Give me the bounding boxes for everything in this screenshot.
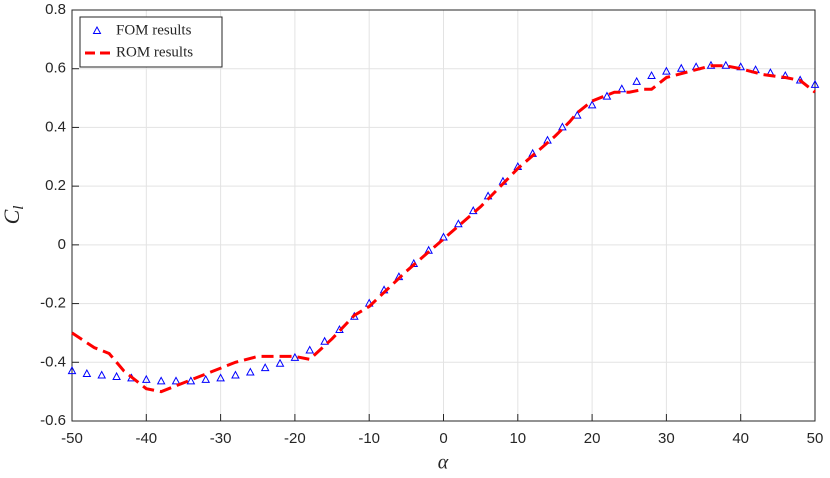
x-tick-label: -50	[61, 430, 83, 447]
y-tick-label: -0.4	[40, 353, 66, 370]
y-axis-label: Cl	[0, 206, 27, 225]
marker	[231, 370, 240, 379]
marker	[305, 345, 315, 354]
y-axis-label-main: C	[0, 209, 24, 224]
y-tick-label: 0.4	[45, 118, 66, 135]
x-tick-label: 50	[807, 430, 824, 447]
x-tick-label: -10	[358, 430, 380, 447]
line	[71, 64, 816, 394]
marker	[572, 110, 582, 119]
x-tick-label: 0	[439, 430, 447, 447]
legend-label: ROM results	[116, 44, 193, 60]
x-tick-label: -20	[284, 430, 306, 447]
plot-frame	[71, 9, 816, 422]
y-tick-label: 0.6	[45, 60, 66, 77]
marker	[587, 100, 597, 109]
marker	[141, 374, 151, 383]
x-tick-label: 10	[509, 430, 526, 447]
marker	[602, 91, 612, 100]
marker	[795, 75, 805, 84]
marker	[112, 371, 121, 380]
marker	[617, 84, 627, 93]
x-tick-label: -30	[210, 430, 232, 447]
marker	[439, 232, 448, 241]
x-tick-label: 20	[584, 430, 601, 447]
y-tick-label: -0.2	[40, 295, 66, 312]
marker	[201, 374, 211, 383]
marker	[171, 376, 181, 385]
y-axis-label-sub: l	[11, 206, 27, 210]
x-axis-label: α	[438, 452, 449, 473]
legend-label: FOM results	[116, 22, 192, 38]
marker	[67, 366, 77, 375]
marker	[320, 336, 329, 345]
x-tick-label: 40	[732, 430, 749, 447]
marker	[156, 376, 166, 385]
marker	[647, 70, 656, 80]
x-tick-label: -40	[135, 430, 157, 447]
marker	[454, 219, 463, 228]
marker	[260, 363, 270, 372]
marker	[810, 79, 820, 88]
marker	[186, 376, 196, 385]
y-tick-label: -0.6	[40, 412, 66, 429]
marker	[290, 352, 300, 361]
marker	[632, 76, 642, 85]
marker	[216, 373, 225, 382]
y-tick-label: 0	[58, 236, 66, 253]
x-tick-label: 30	[658, 430, 675, 447]
legend-box	[79, 16, 223, 68]
y-tick-label: 0.8	[45, 1, 66, 18]
legend-marker	[92, 25, 102, 34]
y-tick-label: 0.2	[45, 177, 66, 194]
marker	[721, 60, 731, 69]
marker	[82, 368, 92, 378]
marker	[245, 367, 255, 376]
marker	[662, 66, 671, 75]
marker	[97, 370, 107, 379]
marker	[275, 358, 285, 367]
marker	[558, 122, 567, 131]
marker	[676, 63, 686, 72]
marker	[736, 62, 746, 71]
